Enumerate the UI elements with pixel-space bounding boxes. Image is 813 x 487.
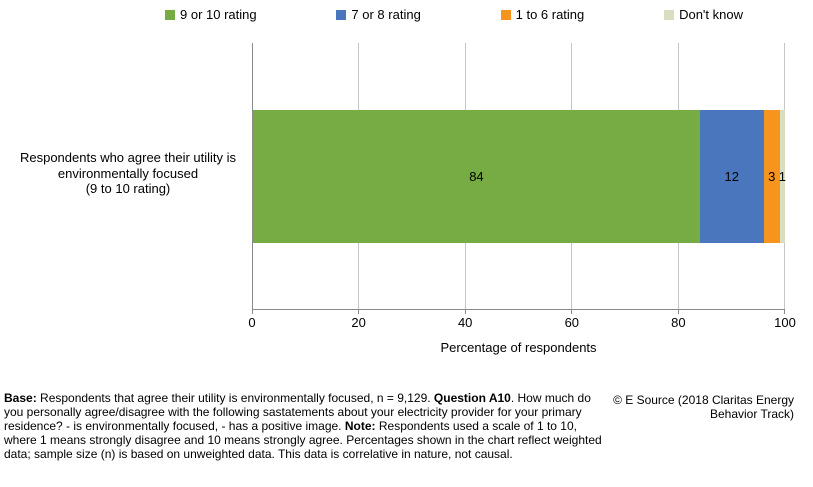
x-tick-label: 60 [564, 315, 580, 330]
footnote-segment: Respondents used a scale of 1 to 10, whe… [4, 418, 602, 461]
copyright-text: © E Source (2018 Claritas Energy Behavio… [613, 393, 794, 421]
footnote-bold-segment: Note: [344, 418, 376, 433]
legend-label: 1 to 6 rating [515, 7, 585, 22]
x-axis-title: Percentage of respondents [440, 340, 597, 355]
bar-segment-0: 84 [253, 110, 700, 243]
footnote-segment: Respondents that agree their utility is … [36, 391, 434, 405]
legend-label: 7 or 8 rating [351, 7, 421, 22]
x-tick-label: 80 [671, 315, 686, 330]
legend-swatch-icon [664, 9, 675, 20]
bar-segment-3: 1 [778, 110, 786, 243]
x-tick-label: 0 [248, 315, 256, 330]
axis-tick [784, 309, 785, 314]
bar-value-label: 3 [768, 169, 776, 184]
x-tick-label: 20 [351, 315, 366, 330]
legend-item-1: 7 or 8 rating [336, 7, 421, 22]
bar-segment-1: 12 [699, 110, 764, 243]
stacked-bar: 84 12 3 1 [253, 110, 786, 243]
axis-tick [677, 309, 679, 314]
axis-tick [571, 309, 573, 314]
bar-value-label: 1 [778, 169, 786, 184]
legend-swatch-icon [336, 9, 347, 20]
legend-swatch-icon [165, 9, 175, 20]
axis-tick [464, 309, 466, 314]
axis-tick [252, 309, 253, 314]
axis-tick [358, 309, 360, 314]
bar-value-label: 12 [724, 169, 740, 184]
footnote-bold-segment: Question A10 [433, 391, 511, 405]
footnote-bold-segment: Base: [4, 391, 37, 405]
legend-label: Don't know [679, 7, 743, 22]
chart-legend: 9 or 10 rating 7 or 8 rating 1 to 6 rating… [165, 7, 743, 22]
x-axis-tick-labels: 0 20 40 60 80 100 [248, 315, 795, 331]
x-tick-label: 100 [774, 315, 796, 330]
bar-value-label: 84 [469, 169, 484, 184]
bar-segment-2: 3 [763, 110, 780, 243]
footnote-segment: . How much do you personally agree/disag… [4, 391, 591, 433]
legend-item-3: Don't know [664, 7, 743, 22]
category-label-line: (9 to 10 rating) [85, 181, 171, 196]
legend-swatch-icon [500, 9, 511, 20]
legend-label: 9 or 10 rating [180, 7, 257, 22]
x-tick-label: 40 [457, 315, 473, 330]
legend-item-2: 1 to 6 rating [500, 7, 585, 22]
plot-area: 84 12 3 1 [252, 43, 786, 314]
footnote-text: Base: Respondents that agree their utili… [4, 391, 602, 462]
category-label-line: Respondents who agree their utility is [19, 150, 237, 165]
category-label-line: environmentally focused [57, 165, 199, 181]
legend-item-0: 9 or 10 rating [165, 7, 257, 22]
category-label: Respondents who agree their utility is en… [8, 150, 248, 197]
